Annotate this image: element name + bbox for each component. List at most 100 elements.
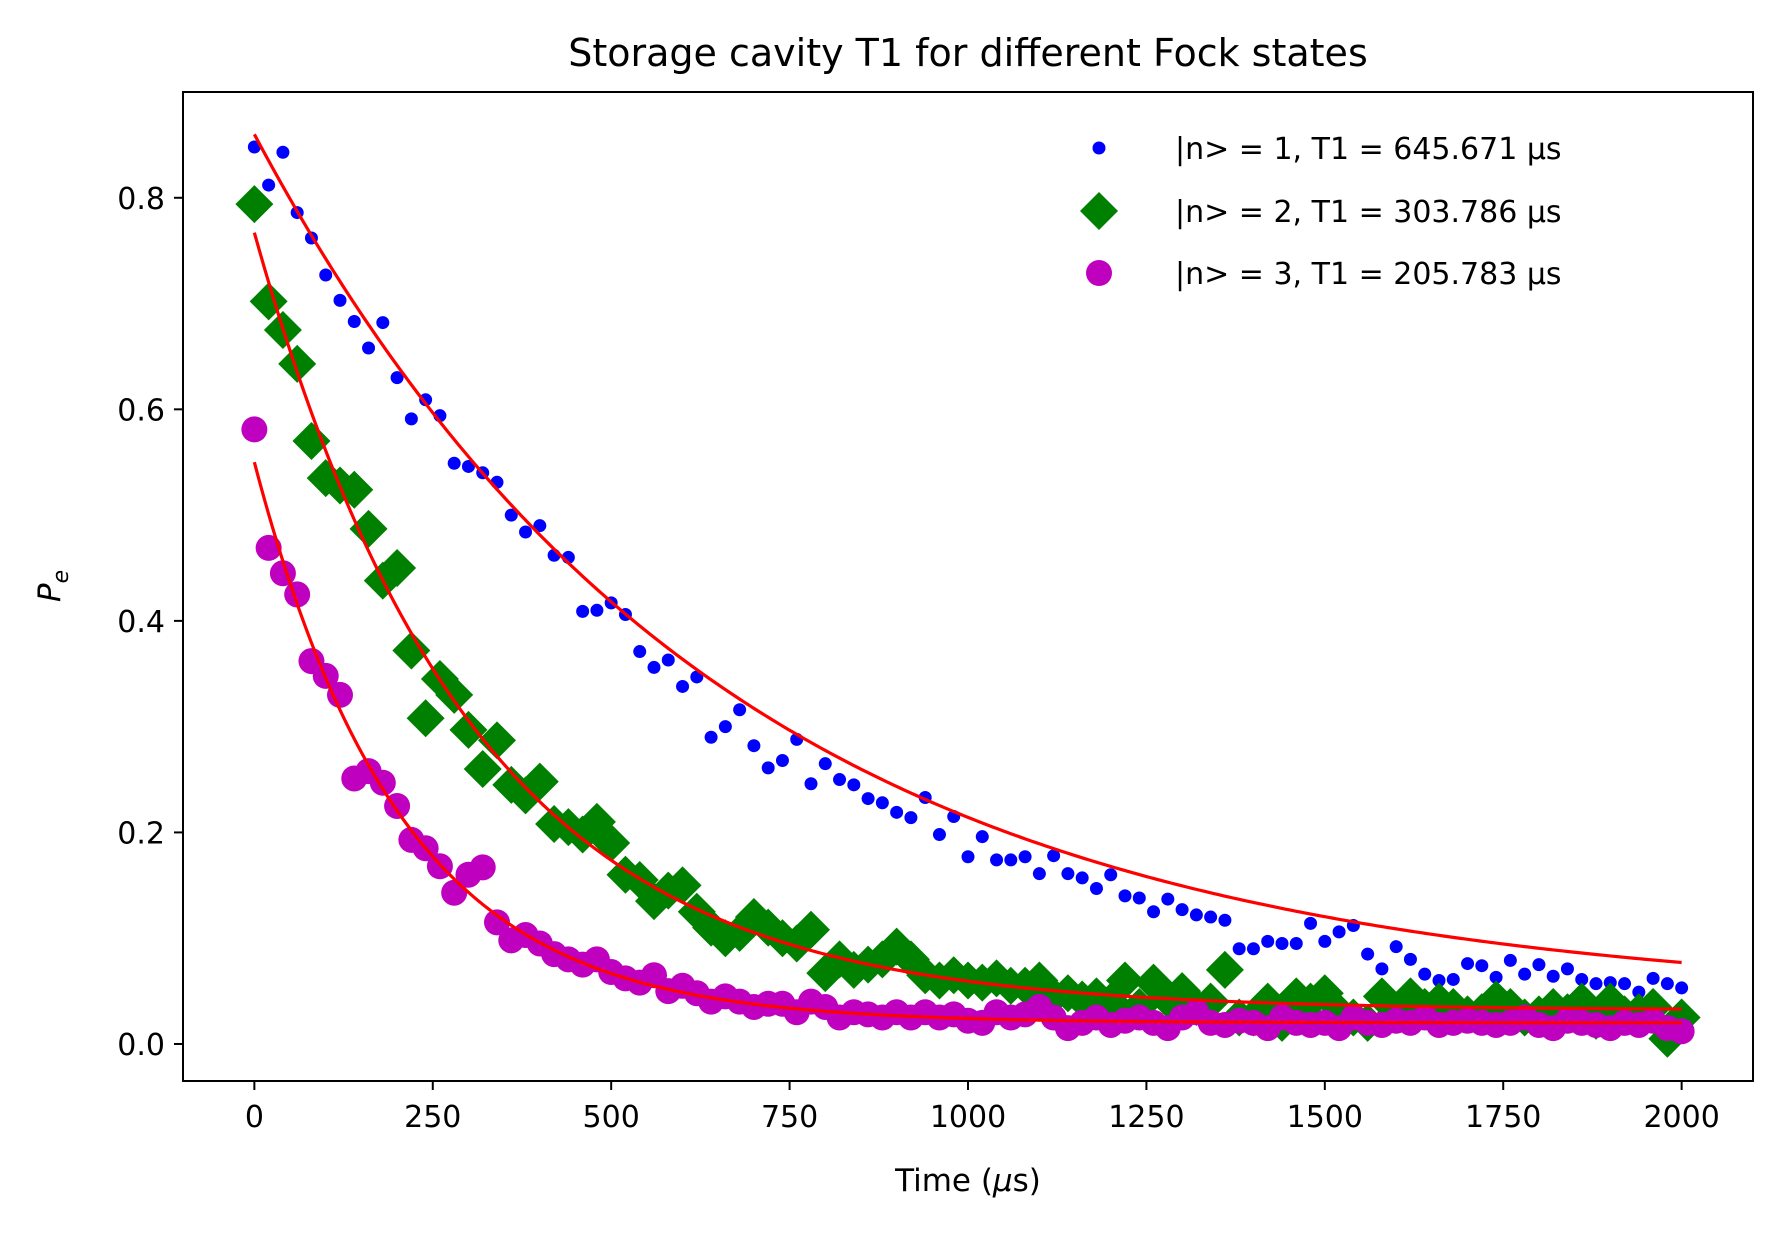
data-point [990, 853, 1004, 867]
data-point [378, 548, 417, 587]
data-point [1147, 905, 1161, 919]
data-point [847, 778, 861, 792]
data-point [1668, 1018, 1695, 1045]
x-tick-label: 1250 [1108, 1100, 1184, 1135]
data-point [1205, 950, 1244, 989]
data-point [447, 456, 461, 470]
data-point [1361, 947, 1375, 961]
data-point [1175, 903, 1189, 917]
y-tick-label: 0.2 [117, 816, 165, 851]
data-point [733, 703, 747, 717]
data-point [861, 792, 875, 806]
data-point [1289, 936, 1303, 950]
data-point [1475, 959, 1489, 973]
data-point [833, 773, 847, 787]
fit-curve-2 [252, 232, 1682, 1011]
data-point [904, 811, 918, 825]
y-axis-label: Pe [32, 570, 74, 602]
data-point [775, 754, 789, 768]
data-point [1446, 972, 1460, 986]
data-point [347, 315, 361, 329]
data-point [1104, 868, 1118, 882]
data-point [1161, 892, 1175, 906]
data-point [704, 730, 718, 744]
y-tick-label: 0.6 [117, 393, 165, 428]
data-point [1418, 967, 1432, 981]
y-tick-label: 0.4 [117, 605, 165, 640]
data-point [406, 699, 445, 738]
x-tick-label: 250 [404, 1100, 461, 1135]
series-1 [247, 140, 1689, 999]
data-point [1004, 853, 1018, 867]
data-point [1646, 971, 1660, 985]
legend-marker [1080, 192, 1118, 230]
data-point [1675, 981, 1689, 995]
data-point [661, 653, 675, 667]
legend: |n> = 1, T1 = 645.671 μs |n> = 2, T1 = 30… [1080, 132, 1562, 292]
data-point [362, 341, 376, 355]
data-point [478, 721, 516, 760]
data-point [292, 422, 331, 461]
data-point [533, 519, 547, 533]
data-point [327, 681, 353, 708]
data-point [1275, 936, 1289, 950]
data-point [1375, 962, 1389, 976]
data-point [241, 416, 268, 443]
data-point [1318, 934, 1332, 948]
data-point [1489, 970, 1503, 984]
x-axis: 0 250 500 750 1000 1250 1500 1750 2000 [245, 1081, 1720, 1135]
data-point [349, 509, 388, 548]
data-point [890, 805, 904, 819]
data-point [1332, 925, 1346, 939]
data-point [1018, 850, 1032, 864]
data-point [1106, 961, 1144, 1000]
data-point [1632, 985, 1646, 999]
data-point [1304, 916, 1318, 930]
legend-entry: |n> = 1, T1 = 645.671 μs [1092, 132, 1562, 167]
data-point [449, 710, 488, 749]
legend-label: |n> = 2, T1 = 303.786 μs [1175, 195, 1562, 230]
data-point [1232, 942, 1246, 956]
data-point [1047, 849, 1061, 863]
data-point [390, 371, 404, 385]
data-point [1634, 987, 1673, 1026]
data-point [1246, 942, 1260, 956]
data-point [1218, 913, 1232, 927]
data-point [1132, 891, 1146, 905]
data-point [463, 749, 502, 788]
x-tick-label: 750 [761, 1100, 818, 1135]
legend-label: |n> = 1, T1 = 645.671 μs [1175, 132, 1562, 167]
data-point [747, 739, 761, 753]
data-point [1061, 867, 1075, 881]
data-point [1546, 969, 1560, 983]
data-point [961, 850, 975, 864]
x-axis-label: Time (μs) [894, 1163, 1041, 1199]
data-point [376, 316, 390, 330]
data-point [663, 866, 702, 905]
data-point [461, 459, 475, 473]
data-point [484, 909, 510, 936]
chart-title: Storage cavity T1 for different Fock sta… [568, 31, 1368, 75]
data-point [1075, 871, 1089, 885]
data-point [804, 777, 818, 791]
legend-label: |n> = 3, T1 = 205.783 μs [1175, 257, 1562, 292]
data-point [1589, 977, 1603, 991]
x-tick-label: 2000 [1643, 1100, 1719, 1135]
data-point [1118, 889, 1132, 903]
data-point [392, 631, 431, 670]
x-tick-label: 1000 [930, 1100, 1006, 1135]
data-point [1503, 953, 1517, 967]
data-point [1032, 867, 1046, 881]
data-point [276, 145, 290, 159]
fit-curve-1 [252, 133, 1682, 965]
data-point [818, 757, 832, 771]
data-point [576, 604, 590, 618]
plot-area [235, 133, 1701, 1058]
data-point [1660, 977, 1674, 991]
data-point [1603, 976, 1617, 990]
x-tick-label: 1500 [1287, 1100, 1363, 1135]
data-point [1403, 952, 1417, 966]
data-point [1575, 972, 1589, 986]
data-point [590, 603, 604, 617]
